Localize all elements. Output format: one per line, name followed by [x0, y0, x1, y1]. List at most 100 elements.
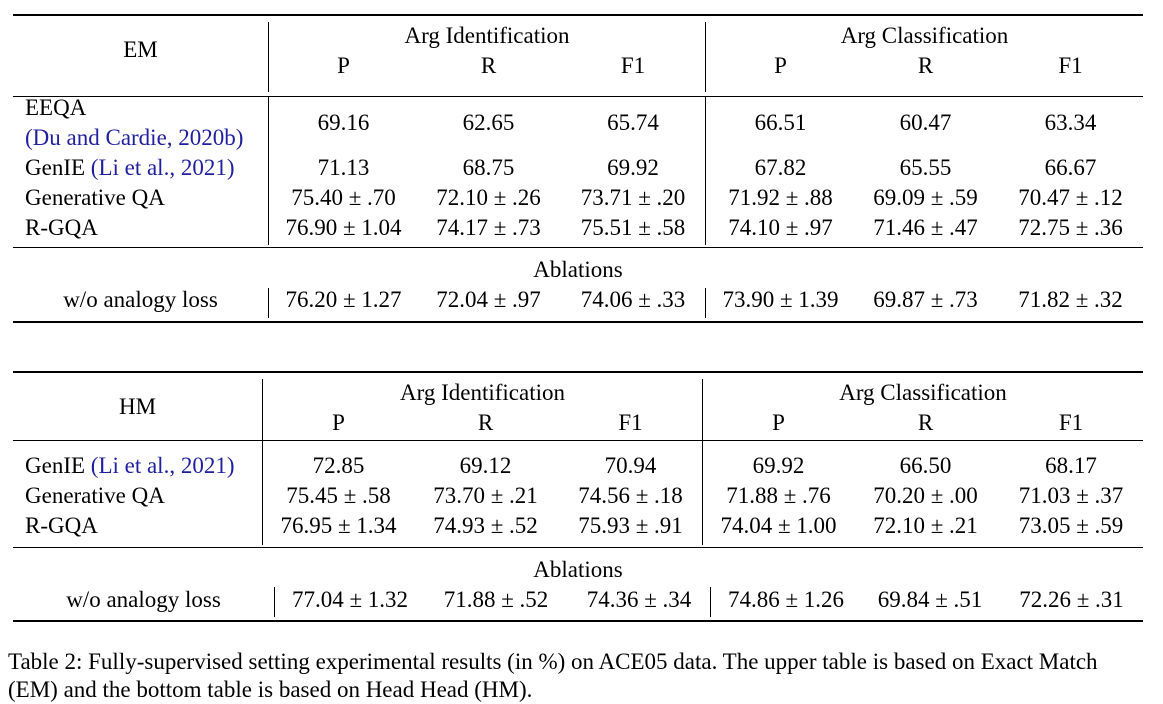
col-header-r: R — [917, 410, 934, 435]
table-cell: 71.88 ± .76 — [726, 483, 831, 508]
table-cell: 67.82 — [754, 155, 807, 180]
bottom-rule — [13, 321, 1143, 323]
table-cell: 75.45 ± .58 — [286, 483, 391, 508]
table-cell: 76.90 ± 1.04 — [285, 215, 402, 240]
citation-link[interactable]: (Li et al., 2021) — [90, 155, 235, 180]
table-cell: 69.16 — [317, 110, 370, 135]
table-cell: 71.46 ± .47 — [873, 215, 978, 240]
group-header-arg-identification: Arg Identification — [400, 380, 565, 405]
col-separator — [262, 379, 263, 449]
table-cell: 68.17 — [1045, 453, 1097, 478]
table-corner-hm: HM — [118, 394, 157, 419]
table-cell: 66.67 — [1044, 155, 1097, 180]
row-method-name: GenIE (Li et al., 2021) — [25, 154, 235, 182]
table-cell: 68.75 — [462, 155, 515, 180]
table-cell: 73.71 ± .20 — [580, 185, 686, 210]
method-name: GenIE — [25, 155, 91, 180]
ablation-rule — [13, 247, 1143, 248]
table-cell: 69.92 — [607, 155, 659, 180]
table-cell: 71.03 ± .37 — [1018, 483, 1124, 508]
table-cell: 62.65 — [462, 110, 515, 135]
row-method-name: EEQA — [25, 95, 87, 120]
col-header-p: P — [332, 410, 345, 435]
table-cell: 72.75 ± .36 — [1018, 215, 1123, 240]
row-method-name: Generative QA — [25, 483, 165, 508]
table-cell: 71.82 ± .32 — [1018, 287, 1123, 312]
table-cell: 74.04 ± 1.00 — [720, 513, 837, 538]
citation-link[interactable]: (Li et al., 2021) — [90, 453, 235, 478]
table-corner-em: EM — [123, 37, 158, 62]
table-cell: 69.87 ± .73 — [873, 287, 978, 312]
col-header-f1: F1 — [618, 410, 643, 435]
group-header-arg-classification: Arg Classification — [839, 380, 1007, 405]
col-header-p: P — [337, 53, 350, 78]
table-cell: 73.90 ± 1.39 — [722, 287, 839, 312]
col-separator — [702, 441, 703, 545]
col-separator — [705, 97, 706, 245]
header-rule — [13, 440, 1143, 441]
table-cell: 74.36 ± .34 — [586, 587, 692, 612]
top-rule — [13, 371, 1143, 373]
col-separator — [268, 288, 269, 318]
table-cell: 60.47 — [899, 110, 952, 135]
col-separator — [705, 288, 706, 318]
row-method-name: GenIE (Li et al., 2021) — [25, 452, 235, 480]
em-table: EM Arg Identification Arg Classification… — [13, 14, 1143, 324]
row-method-name: Generative QA — [25, 185, 165, 210]
table-cell: 74.10 ± .97 — [728, 215, 833, 240]
table-cell: 74.86 ± 1.26 — [727, 587, 845, 612]
table-cell: 71.13 — [317, 155, 370, 180]
top-rule — [13, 14, 1143, 16]
col-separator — [702, 379, 703, 449]
table-cell: 71.92 ± .88 — [728, 185, 833, 210]
table-cell: 69.09 ± .59 — [873, 185, 978, 210]
col-separator — [262, 441, 263, 545]
table-cell: 72.10 ± .21 — [873, 513, 978, 538]
bottom-rule — [13, 620, 1143, 622]
hm-table: HM Arg Identification Arg Classification… — [13, 371, 1143, 626]
row-method-name: R-GQA — [25, 513, 98, 538]
table-cell: 70.20 ± .00 — [873, 483, 978, 508]
ablation-rule — [13, 547, 1143, 548]
table-cell: 76.20 ± 1.27 — [285, 287, 402, 312]
group-header-arg-identification: Arg Identification — [404, 23, 570, 48]
table-caption: Table 2: Fully-supervised setting experi… — [8, 649, 1098, 702]
table-cell: 76.95 ± 1.34 — [280, 513, 397, 538]
col-separator — [268, 97, 269, 245]
table-cell: 70.47 ± .12 — [1018, 185, 1123, 210]
table-cell: 70.94 — [604, 453, 657, 478]
ablations-heading: Ablations — [533, 257, 623, 282]
table-cell: 75.51 ± .58 — [580, 215, 686, 240]
col-header-r: R — [480, 53, 497, 78]
table-cell: 75.93 ± .91 — [578, 513, 683, 538]
col-header-p: P — [772, 410, 785, 435]
table-cell: 72.10 ± .26 — [436, 185, 541, 210]
table-cell: 77.04 ± 1.32 — [291, 587, 409, 612]
table-cell: 74.93 ± .52 — [433, 513, 538, 538]
row-method-name: R-GQA — [25, 215, 98, 240]
table-cell: 72.26 ± .31 — [1019, 587, 1124, 612]
table-cell: 73.05 ± .59 — [1018, 513, 1124, 538]
table-cell: 69.84 ± .51 — [877, 587, 983, 612]
table-cell: 66.51 — [754, 110, 807, 135]
table-cell: 69.92 — [752, 453, 805, 478]
table-cell: 65.55 — [899, 155, 952, 180]
table-cell: 69.12 — [459, 453, 512, 478]
citation-link[interactable]: (Du and Cardie, 2020b) — [25, 125, 244, 150]
col-separator — [268, 22, 269, 92]
col-separator — [274, 587, 275, 617]
table-cell: 65.74 — [607, 110, 659, 135]
table-cell: 72.04 ± .97 — [436, 287, 541, 312]
table-cell: 74.17 ± .73 — [436, 215, 541, 240]
col-header-f1: F1 — [620, 53, 646, 78]
table-cell: 73.70 ± .21 — [433, 483, 538, 508]
header-rule — [13, 96, 1143, 97]
table-cell: 71.88 ± .52 — [443, 587, 549, 612]
table-cell: 63.34 — [1044, 110, 1097, 135]
col-header-r: R — [477, 410, 494, 435]
ablation-row-name: w/o analogy loss — [66, 587, 221, 612]
ablation-row-name: w/o analogy loss — [63, 287, 218, 312]
table-cell: 74.56 ± .18 — [578, 483, 683, 508]
table-cell: 75.40 ± .70 — [291, 185, 396, 210]
table-cell: 74.06 ± .33 — [580, 287, 686, 312]
